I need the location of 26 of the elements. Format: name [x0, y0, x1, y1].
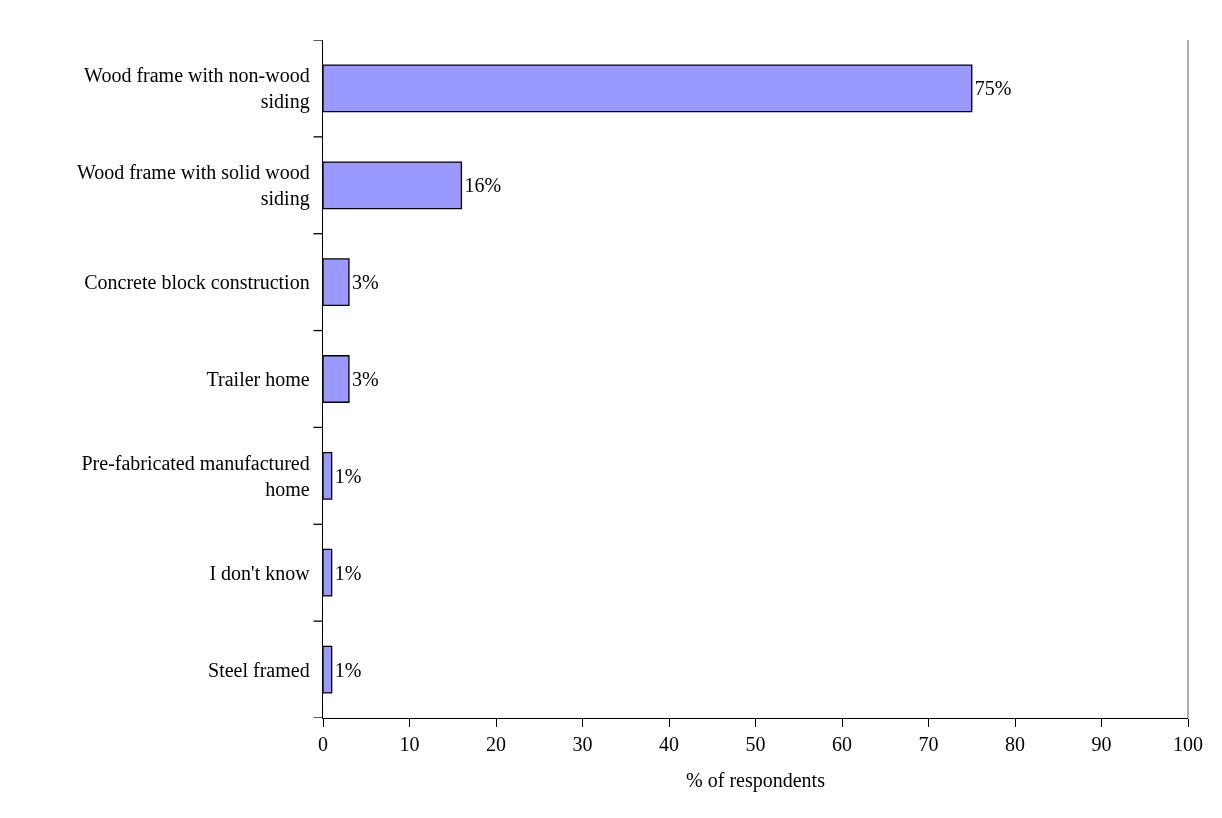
y-tick-label: Concrete block construction	[84, 271, 310, 294]
x-tick-label: 60	[832, 733, 852, 756]
x-tick-label: 20	[486, 733, 506, 756]
y-tick-label: I don't know	[209, 561, 311, 584]
x-tick-label: 80	[1005, 733, 1025, 756]
data-label: 75%	[974, 77, 1012, 100]
x-tick-label: 50	[745, 733, 766, 756]
x-tick-label: 90	[1091, 733, 1112, 756]
y-tick-label: Wood frame with solid wood siding	[76, 161, 310, 211]
data-label: 3%	[351, 368, 379, 390]
data-label: 1%	[334, 561, 362, 584]
x-tick-label: 30	[572, 733, 593, 756]
y-tick-label: Wood frame with non-wood siding	[84, 64, 310, 114]
y-tick-label: Trailer home	[206, 368, 310, 390]
x-tick-label: 70	[918, 733, 939, 756]
x-tick-label: 10	[399, 733, 420, 756]
x-tick-label: 100	[1173, 733, 1203, 756]
data-label: 1%	[334, 658, 362, 681]
y-tick-label: Pre-fabricated manufactured home	[81, 451, 310, 500]
x-tick-label: 0	[318, 733, 328, 756]
data-label: 16%	[464, 174, 502, 197]
x-tick-label: 40	[659, 733, 679, 756]
y-tick-label: Steel framed	[208, 658, 310, 681]
data-label: 3%	[351, 271, 379, 294]
data-label: 1%	[334, 464, 362, 487]
x-axis-title: % of respondents	[686, 768, 826, 792]
